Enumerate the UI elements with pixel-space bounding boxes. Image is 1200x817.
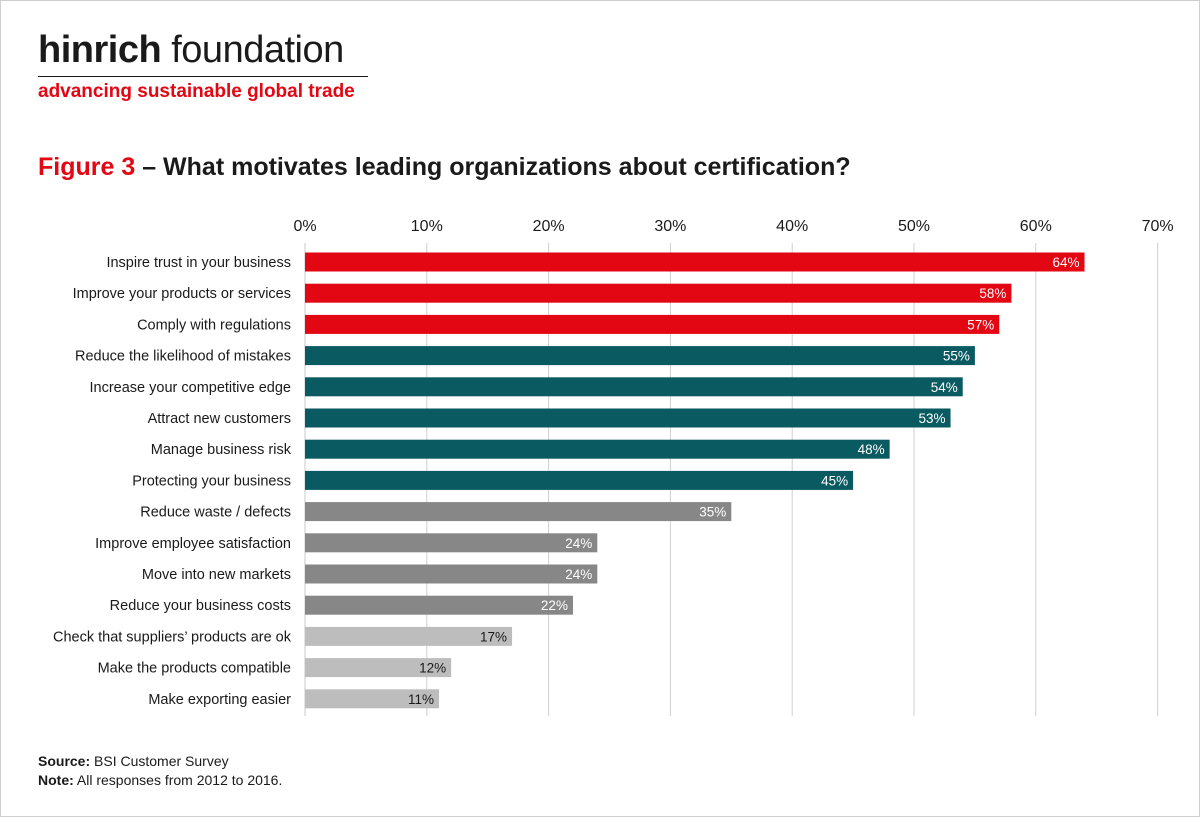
source-label: Source: xyxy=(38,753,91,769)
x-tick-label: 60% xyxy=(1020,218,1052,235)
category-label: Improve employee satisfaction xyxy=(95,536,291,552)
bar xyxy=(305,502,732,522)
source-line: Source: BSI Customer Survey xyxy=(38,752,282,771)
x-tick-label: 70% xyxy=(1142,218,1174,235)
figure-title: Figure 3 – What motivates leading organi… xyxy=(38,153,851,182)
data-label: 54% xyxy=(931,380,958,395)
data-label: 57% xyxy=(967,317,994,332)
category-label: Improve your products or services xyxy=(73,286,291,302)
x-tick-label: 10% xyxy=(411,218,443,235)
bar xyxy=(305,346,975,366)
x-tick-label: 40% xyxy=(776,218,808,235)
bar xyxy=(305,314,1000,334)
data-label: 53% xyxy=(919,411,946,426)
bar xyxy=(305,595,573,615)
category-label: Make exporting easier xyxy=(148,692,291,708)
source-text: BSI Customer Survey xyxy=(90,753,229,769)
brand-name-regular: foundation xyxy=(161,29,344,71)
category-label: Check that suppliers’ products are ok xyxy=(53,629,292,645)
category-label: Move into new markets xyxy=(142,567,291,583)
bar xyxy=(305,689,439,709)
note-line: Note: All responses from 2012 to 2016. xyxy=(38,771,282,790)
brand-divider xyxy=(38,76,368,77)
data-label: 45% xyxy=(821,473,848,488)
data-label: 48% xyxy=(858,442,885,457)
note-text: All responses from 2012 to 2016. xyxy=(73,772,283,788)
category-label: Increase your competitive edge xyxy=(90,380,292,396)
category-label: Reduce the likelihood of mistakes xyxy=(75,349,291,365)
category-label: Reduce your business costs xyxy=(110,598,291,614)
brand-tagline: advancing sustainable global trade xyxy=(38,81,355,102)
category-label: Protecting your business xyxy=(132,473,291,489)
category-label: Make the products compatible xyxy=(98,661,291,677)
x-tick-label: 30% xyxy=(654,218,686,235)
bar xyxy=(305,439,890,459)
x-tick-label: 50% xyxy=(898,218,930,235)
bar xyxy=(305,377,963,397)
bar xyxy=(305,283,1012,303)
bar xyxy=(305,658,452,678)
category-label: Inspire trust in your business xyxy=(106,255,291,271)
data-label: 24% xyxy=(565,536,592,551)
bar xyxy=(305,252,1085,272)
x-tick-label: 0% xyxy=(293,218,316,235)
bar xyxy=(305,533,598,553)
category-label: Manage business risk xyxy=(151,442,292,458)
figure-notes: Source: BSI Customer Survey Note: All re… xyxy=(38,752,282,790)
data-label: 58% xyxy=(979,286,1006,301)
bar xyxy=(305,564,598,584)
brand-name: hinrich foundation xyxy=(38,28,368,72)
data-label: 35% xyxy=(699,505,726,520)
figure-number: Figure 3 xyxy=(38,153,136,181)
data-label: 12% xyxy=(419,661,446,676)
data-label: 55% xyxy=(943,349,970,364)
bar xyxy=(305,470,854,490)
data-label: 24% xyxy=(565,567,592,582)
category-label: Reduce waste / defects xyxy=(140,505,291,521)
data-label: 11% xyxy=(408,692,434,707)
brand-name-bold: hinrich xyxy=(38,29,162,71)
bar xyxy=(305,626,513,646)
figure-title-text: – What motivates leading organizations a… xyxy=(135,153,851,181)
note-label: Note: xyxy=(38,772,74,788)
bar xyxy=(305,408,951,428)
x-tick-label: 20% xyxy=(533,218,565,235)
data-label: 22% xyxy=(541,598,568,613)
data-label: 64% xyxy=(1052,255,1079,270)
category-label: Comply with regulations xyxy=(137,317,291,333)
category-label: Attract new customers xyxy=(148,411,291,427)
data-label: 17% xyxy=(480,629,507,644)
brand-logo: hinrich foundation advancing sustainable… xyxy=(38,28,368,103)
